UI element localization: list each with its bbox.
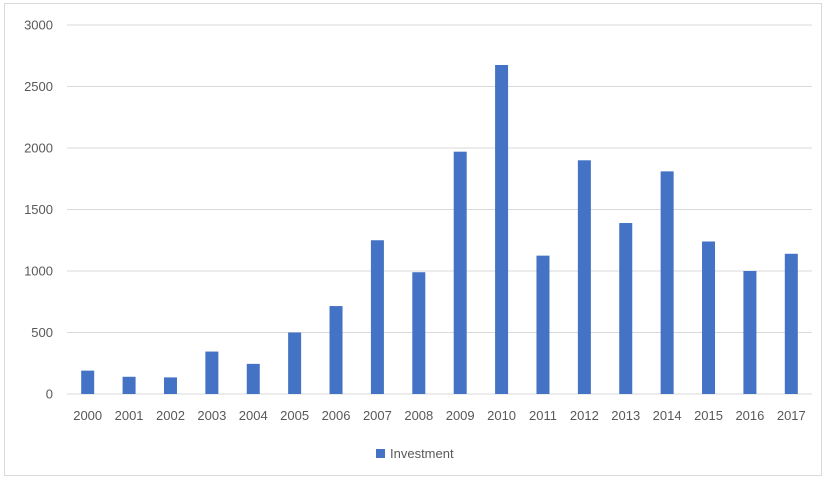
bar-2015 [702,241,716,394]
y-tick-label-3000: 3000 [24,18,53,33]
x-tick-label-2007: 2007 [363,408,392,423]
legend-label-investment: Investment [390,446,454,461]
bar-2010 [495,64,509,394]
x-tick-label-2011: 2011 [529,408,557,423]
bar-2002 [163,377,177,394]
x-tick-label-2012: 2012 [570,408,599,423]
x-tick-label-2000: 2000 [73,408,102,423]
x-axis-tick-labels: 2000 2001 2002 2003 2004 2005 2006 2007 2008 2009… [73,408,806,423]
bar-2017 [784,253,798,394]
x-tick-label-2008: 2008 [404,408,433,423]
bar-2013 [619,223,633,394]
x-tick-label-2010: 2010 [487,408,516,423]
legend-swatch-investment [376,449,385,458]
gridlines [67,24,812,395]
bars [81,64,798,394]
bar-2014 [660,171,674,394]
y-tick-label-0: 0 [46,387,53,402]
bar-2008 [412,272,426,394]
x-tick-label-2004: 2004 [239,408,268,423]
bar-2012 [577,160,591,394]
x-tick-label-2015: 2015 [694,408,723,423]
y-tick-label-2000: 2000 [24,141,53,156]
x-tick-label-2003: 2003 [197,408,226,423]
chart-frame [4,3,822,476]
x-tick-label-2009: 2009 [446,408,475,423]
x-tick-label-2005: 2005 [280,408,309,423]
bar-2000 [81,370,95,394]
y-tick-label-1000: 1000 [24,264,53,279]
x-tick-label-2016: 2016 [735,408,764,423]
bar-2003 [205,351,219,394]
x-tick-label-2006: 2006 [322,408,351,423]
x-tick-label-2002: 2002 [156,408,185,423]
y-tick-label-500: 500 [31,325,53,340]
bar-2007 [370,240,384,394]
bar-2005 [288,332,302,394]
bar-2016 [743,271,757,394]
x-tick-label-2017: 2017 [777,408,806,423]
bar-2006 [329,306,343,394]
bar-2011 [536,255,550,394]
x-tick-label-2001: 2001 [115,408,144,423]
bar-2001 [122,376,136,394]
x-tick-label-2014: 2014 [653,408,682,423]
y-tick-label-2500: 2500 [24,79,53,94]
bar-2009 [453,151,467,394]
y-tick-label-1500: 1500 [24,202,53,217]
x-tick-label-2013: 2013 [611,408,640,423]
y-axis-tick-labels: 0 500 1000 1500 2000 2500 3000 [24,18,53,402]
legend: Investment [376,446,454,461]
bar-2004 [246,363,260,394]
